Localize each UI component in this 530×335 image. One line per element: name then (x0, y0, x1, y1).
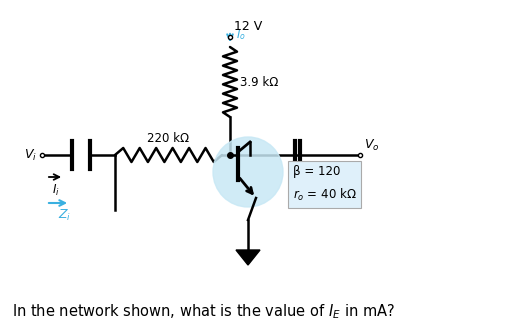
Text: $I_o$: $I_o$ (236, 28, 246, 42)
Circle shape (213, 137, 283, 207)
Text: $V_o$: $V_o$ (364, 138, 379, 153)
Text: $Z_o$: $Z_o$ (322, 191, 338, 206)
Polygon shape (236, 250, 260, 265)
Text: 12 V: 12 V (234, 20, 262, 33)
Text: 3.9 kΩ: 3.9 kΩ (240, 75, 278, 88)
Text: 220 kΩ: 220 kΩ (147, 132, 190, 145)
Text: $I_i$: $I_i$ (52, 183, 60, 198)
Text: β = 120
$r_o$ = 40 kΩ: β = 120 $r_o$ = 40 kΩ (293, 164, 357, 203)
Text: In the network shown, what is the value of $I_E$ in mA?: In the network shown, what is the value … (12, 302, 395, 321)
Text: $V_i$: $V_i$ (24, 147, 37, 162)
Text: $Z_i$: $Z_i$ (58, 208, 71, 223)
